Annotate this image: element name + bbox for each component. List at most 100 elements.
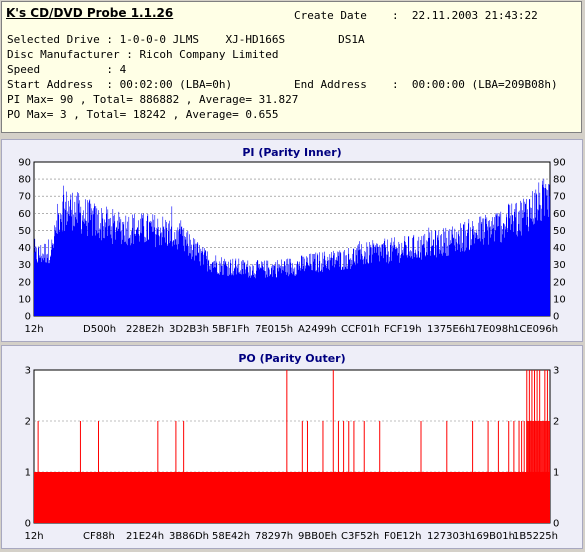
pi-bar xyxy=(362,259,364,316)
pi-bar xyxy=(294,275,295,316)
pi-bar xyxy=(48,263,50,316)
pi-bar xyxy=(196,255,197,316)
pi-bar xyxy=(427,241,429,316)
pi-bar xyxy=(398,253,399,316)
pi-bar xyxy=(138,220,139,316)
pi-bar xyxy=(232,258,234,316)
pi-bar xyxy=(74,226,75,316)
pi-bar xyxy=(35,246,37,316)
pi-bar xyxy=(210,269,211,316)
pi-bar xyxy=(279,265,281,316)
pi-bar xyxy=(139,235,141,316)
pi-bar xyxy=(322,272,323,316)
pi-bar xyxy=(45,243,46,316)
pi-bar xyxy=(548,184,549,316)
pi-bar xyxy=(530,218,531,316)
pi-bar xyxy=(416,257,417,316)
pi-bar xyxy=(166,221,167,316)
pi-bar xyxy=(238,258,240,316)
pi-bar xyxy=(276,277,277,316)
pi-bar xyxy=(93,214,94,316)
pi-bar xyxy=(127,221,128,316)
pi-bar xyxy=(338,252,340,316)
pi-bar xyxy=(118,228,119,316)
pi-bar xyxy=(42,258,43,316)
pi-bar xyxy=(386,262,388,316)
pi-bar xyxy=(490,237,492,316)
pi-bar xyxy=(454,228,456,316)
pi-bar xyxy=(536,193,537,316)
pi-bar xyxy=(487,230,488,316)
pi-bar xyxy=(182,235,183,316)
pi-bar xyxy=(356,255,357,316)
pi-bar xyxy=(74,201,76,316)
pi-bar xyxy=(507,228,509,316)
pi-bar xyxy=(355,250,357,316)
pi-bar xyxy=(282,266,283,316)
pi-bar xyxy=(419,257,420,316)
pi-xtick: 3D2B3h xyxy=(169,324,209,335)
pi-bar xyxy=(538,182,540,316)
pi-bar xyxy=(519,210,521,316)
pi-bar xyxy=(62,231,63,316)
pi-bar xyxy=(255,278,257,316)
pi-bar xyxy=(317,255,319,316)
pi-bar xyxy=(157,218,159,316)
pi-bar xyxy=(118,211,120,316)
pi-bar xyxy=(259,264,260,316)
pi-bar xyxy=(465,250,467,316)
pi-bar xyxy=(439,249,441,316)
pi-chart-title: PI (Parity Inner) xyxy=(242,146,341,159)
pi-bar xyxy=(493,228,495,316)
pi-bar xyxy=(458,234,459,316)
pi-bar xyxy=(177,227,179,316)
pi-bar xyxy=(348,253,350,316)
pi-bar xyxy=(68,213,70,316)
pi-bar xyxy=(57,203,58,316)
pi-bar xyxy=(36,247,37,316)
pi-bar xyxy=(85,199,86,316)
pi-bar xyxy=(284,261,286,316)
pi-bar xyxy=(122,239,124,316)
pi-bar xyxy=(176,244,177,316)
pi-bar xyxy=(323,267,325,316)
pi-bar xyxy=(547,190,549,316)
pi-bar xyxy=(260,267,261,316)
pi-bar xyxy=(141,213,142,316)
pi-bar xyxy=(187,230,189,316)
pi-bar xyxy=(421,259,422,316)
pi-bar xyxy=(166,227,168,316)
pi-bar xyxy=(218,273,219,316)
pi-bar xyxy=(209,266,211,316)
pi-bar xyxy=(328,260,330,316)
pi-bar xyxy=(388,263,390,316)
pi-bar xyxy=(341,269,342,316)
pi-bar xyxy=(480,241,481,316)
pi-bar xyxy=(63,194,65,316)
pi-bar xyxy=(191,259,193,316)
pi-xtick: 5BF1Fh xyxy=(212,324,249,335)
pi-bar xyxy=(84,218,85,316)
pi-bar xyxy=(198,253,200,316)
pi-bar xyxy=(225,261,227,316)
pi-bar xyxy=(251,276,253,316)
pi-bar xyxy=(97,233,99,316)
pi-bar xyxy=(364,250,366,316)
pi-bar xyxy=(463,224,464,316)
pi-xtick: CCF01h xyxy=(341,324,380,335)
pi-bar xyxy=(165,242,167,316)
pi-bar xyxy=(219,261,221,316)
pi-bar xyxy=(268,268,269,316)
pi-bar xyxy=(296,263,298,316)
pi-bar xyxy=(478,238,479,316)
pi-bar xyxy=(40,245,42,316)
pi-bar xyxy=(536,194,538,316)
pi-bar xyxy=(296,274,297,316)
pi-bar xyxy=(329,270,330,316)
pi-bar xyxy=(119,222,120,316)
pi-bar xyxy=(178,244,180,316)
pi-bar xyxy=(239,271,240,316)
pi-bar xyxy=(325,260,327,316)
pi-bar xyxy=(355,265,356,316)
pi-bar xyxy=(228,261,229,316)
